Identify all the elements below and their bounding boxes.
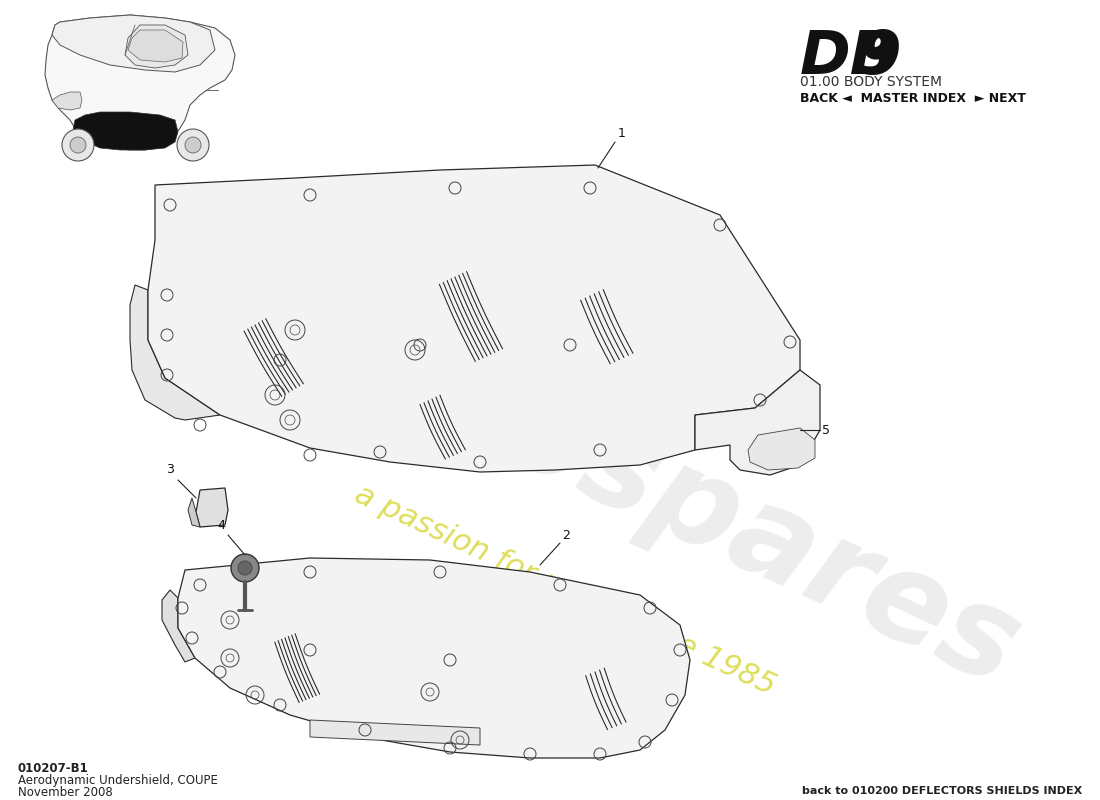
Polygon shape <box>130 285 220 420</box>
Text: 1: 1 <box>618 127 626 140</box>
Text: DB: DB <box>800 28 898 87</box>
Polygon shape <box>128 30 183 62</box>
Polygon shape <box>310 720 480 745</box>
Text: 01.00 BODY SYSTEM: 01.00 BODY SYSTEM <box>800 75 942 89</box>
Polygon shape <box>188 498 200 527</box>
Circle shape <box>177 129 209 161</box>
Text: eurospares: eurospares <box>270 268 1037 712</box>
Circle shape <box>185 137 201 153</box>
Polygon shape <box>695 370 820 475</box>
Polygon shape <box>45 15 235 150</box>
Text: November 2008: November 2008 <box>18 786 112 799</box>
Polygon shape <box>52 92 82 110</box>
Circle shape <box>62 129 94 161</box>
Text: 2: 2 <box>562 529 570 542</box>
Polygon shape <box>73 112 178 150</box>
Polygon shape <box>125 25 188 68</box>
Text: a passion for parts since 1985: a passion for parts since 1985 <box>350 479 780 701</box>
Text: 9: 9 <box>858 28 901 87</box>
Circle shape <box>238 561 252 575</box>
Polygon shape <box>148 165 800 472</box>
Text: back to 010200 DEFLECTORS SHIELDS INDEX: back to 010200 DEFLECTORS SHIELDS INDEX <box>802 786 1082 796</box>
Polygon shape <box>178 558 690 758</box>
Polygon shape <box>162 590 195 662</box>
Text: 5: 5 <box>822 423 830 437</box>
Polygon shape <box>748 428 815 470</box>
Text: 3: 3 <box>166 463 174 476</box>
Text: BACK ◄  MASTER INDEX  ► NEXT: BACK ◄ MASTER INDEX ► NEXT <box>800 92 1026 105</box>
Circle shape <box>231 554 258 582</box>
Text: 4: 4 <box>217 519 226 532</box>
Polygon shape <box>52 15 214 72</box>
Polygon shape <box>196 488 228 527</box>
Text: Aerodynamic Undershield, COUPE: Aerodynamic Undershield, COUPE <box>18 774 218 787</box>
Text: 010207-B1: 010207-B1 <box>18 762 89 775</box>
Circle shape <box>70 137 86 153</box>
